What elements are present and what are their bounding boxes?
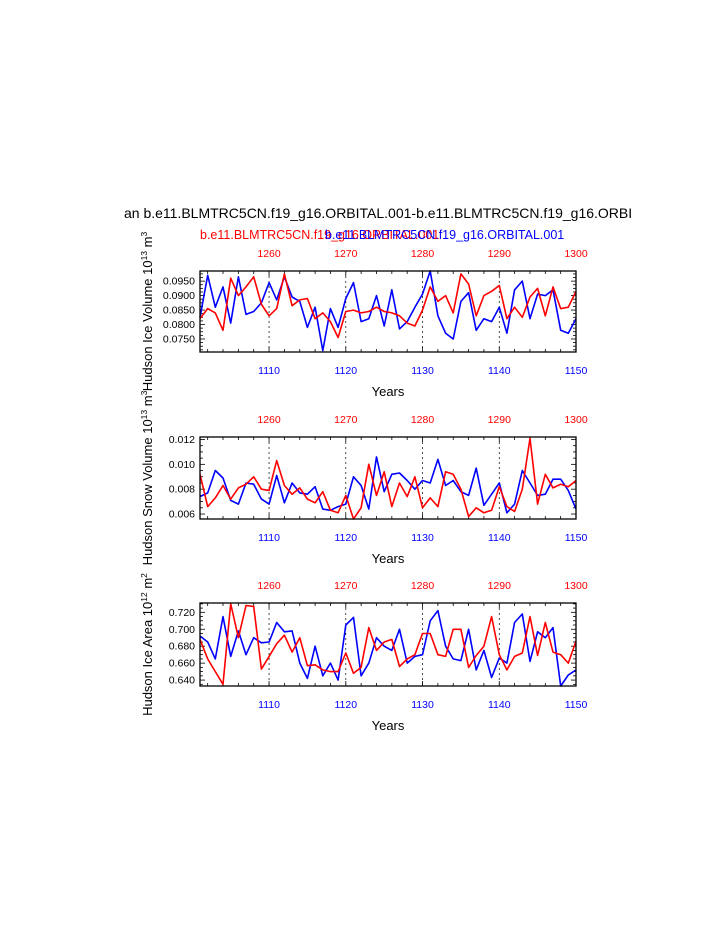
x-tick-label-top: 1260: [257, 580, 281, 592]
y-tick-label: 0.640: [169, 675, 195, 687]
x-tick-label-top: 1300: [564, 248, 588, 260]
y-tick-label: 0.720: [169, 607, 195, 619]
y-axis-label-part: Hudson Ice Area 10: [140, 602, 155, 716]
x-tick-label-bottom: 1110: [258, 699, 280, 711]
x-tick-label-top: 1280: [411, 248, 435, 260]
series-line-blue: [199, 270, 577, 352]
y-tick-label: 0.012: [169, 434, 195, 446]
x-axis-label: Years: [372, 551, 405, 566]
y-axis-label-sup: 13: [139, 410, 149, 420]
y-axis-label-sup: 3: [139, 232, 149, 237]
y-tick-label: 0.680: [169, 641, 195, 653]
x-tick-label-bottom: 1150: [565, 699, 588, 711]
x-tick-label-top: 1280: [411, 414, 435, 426]
x-tick-label-top: 1290: [488, 248, 512, 260]
x-tick-label-top: 1290: [488, 580, 512, 592]
x-tick-label-top: 1280: [411, 580, 435, 592]
y-axis-label-sup: 3: [139, 390, 149, 395]
x-tick-label-top: 1290: [488, 414, 512, 426]
y-tick-label: 0.700: [169, 624, 195, 636]
x-tick-label-bottom: 1120: [334, 532, 357, 544]
x-tick-label-top: 1300: [564, 580, 588, 592]
y-axis-label-sup: 13: [139, 251, 149, 261]
y-axis-label-part: m: [140, 395, 155, 409]
y-tick-label: 0.010: [169, 459, 195, 471]
x-tick-label-top: 1270: [334, 414, 358, 426]
x-axis-label: Years: [372, 718, 405, 733]
x-tick-label-bottom: 1130: [411, 532, 434, 544]
y-axis-label-sup: 12: [139, 592, 149, 602]
x-tick-label-top: 1260: [257, 414, 281, 426]
x-axis-label: Years: [372, 384, 405, 399]
y-axis-label-part: m: [140, 237, 155, 251]
x-tick-label-top: 1270: [334, 248, 358, 260]
y-tick-label: 0.660: [169, 658, 195, 670]
x-tick-label-bottom: 1140: [488, 532, 511, 544]
plot-frame: [199, 602, 577, 687]
y-axis-label-part: Hudson Snow Volume 10: [140, 419, 155, 565]
y-tick-label: 0.0800: [163, 319, 195, 331]
y-axis-label: Hudson Ice Area 1012 m2: [139, 573, 155, 716]
series-line-red: [199, 437, 577, 520]
series-line-blue: [199, 609, 577, 687]
y-axis-label: Hudson Ice Volume 1013 m3: [139, 232, 155, 392]
plot-frame: [199, 270, 577, 353]
figure-title: an b.e11.BLMTRC5CN.f19_g16.ORBITAL.001-b…: [124, 205, 633, 221]
x-tick-label-top: 1260: [257, 248, 281, 260]
y-axis-label-part: Hudson Ice Volume 10: [140, 260, 155, 391]
y-tick-label: 0.0950: [163, 276, 195, 288]
x-tick-label-bottom: 1150: [565, 532, 588, 544]
y-tick-label: 0.0900: [163, 290, 195, 302]
x-tick-label-top: 1270: [334, 580, 358, 592]
x-tick-label-top: 1300: [564, 414, 588, 426]
x-tick-label-bottom: 1120: [334, 699, 357, 711]
series-line-blue: [199, 456, 577, 514]
plot-frame: [199, 436, 577, 520]
y-tick-label: 0.0750: [163, 333, 195, 345]
panel-2: 0.006 0.008 0.010 0.012 1110 1120 1130 1140 1150…: [139, 390, 588, 566]
panel-3: 0.640 0.660 0.680 0.700 0.720 1110 1120 1130 114…: [139, 573, 588, 733]
subtitle-blue: b.e11.BLMTRC5CN.f19_g16.ORBITAL.001: [325, 228, 565, 242]
series-line-red: [199, 273, 577, 339]
x-tick-label-bottom: 1150: [565, 365, 588, 377]
y-axis-label: Hudson Snow Volume 1013 m3: [139, 390, 155, 565]
x-tick-label-bottom: 1130: [411, 365, 434, 377]
x-tick-label-bottom: 1110: [258, 365, 280, 377]
y-axis-label-sup: 2: [139, 573, 149, 578]
series-line-red: [199, 602, 577, 686]
y-tick-label: 0.008: [169, 484, 195, 496]
panel-1: 0.0750 0.0800 0.0850 0.0900 0.0950 1110 1120 11…: [139, 232, 588, 400]
y-tick-label: 0.0850: [163, 305, 195, 317]
x-tick-label-bottom: 1110: [258, 532, 280, 544]
x-tick-label-bottom: 1130: [411, 699, 434, 711]
x-tick-label-bottom: 1120: [334, 365, 357, 377]
y-axis-label-part: m: [140, 578, 155, 592]
y-tick-label: 0.006: [169, 509, 195, 521]
x-tick-label-bottom: 1140: [488, 365, 511, 377]
subtitle-red: b.e11.BLMTRC5CN.f19_g16.ORBITAL.001: [200, 228, 440, 242]
x-tick-label-bottom: 1140: [488, 699, 511, 711]
